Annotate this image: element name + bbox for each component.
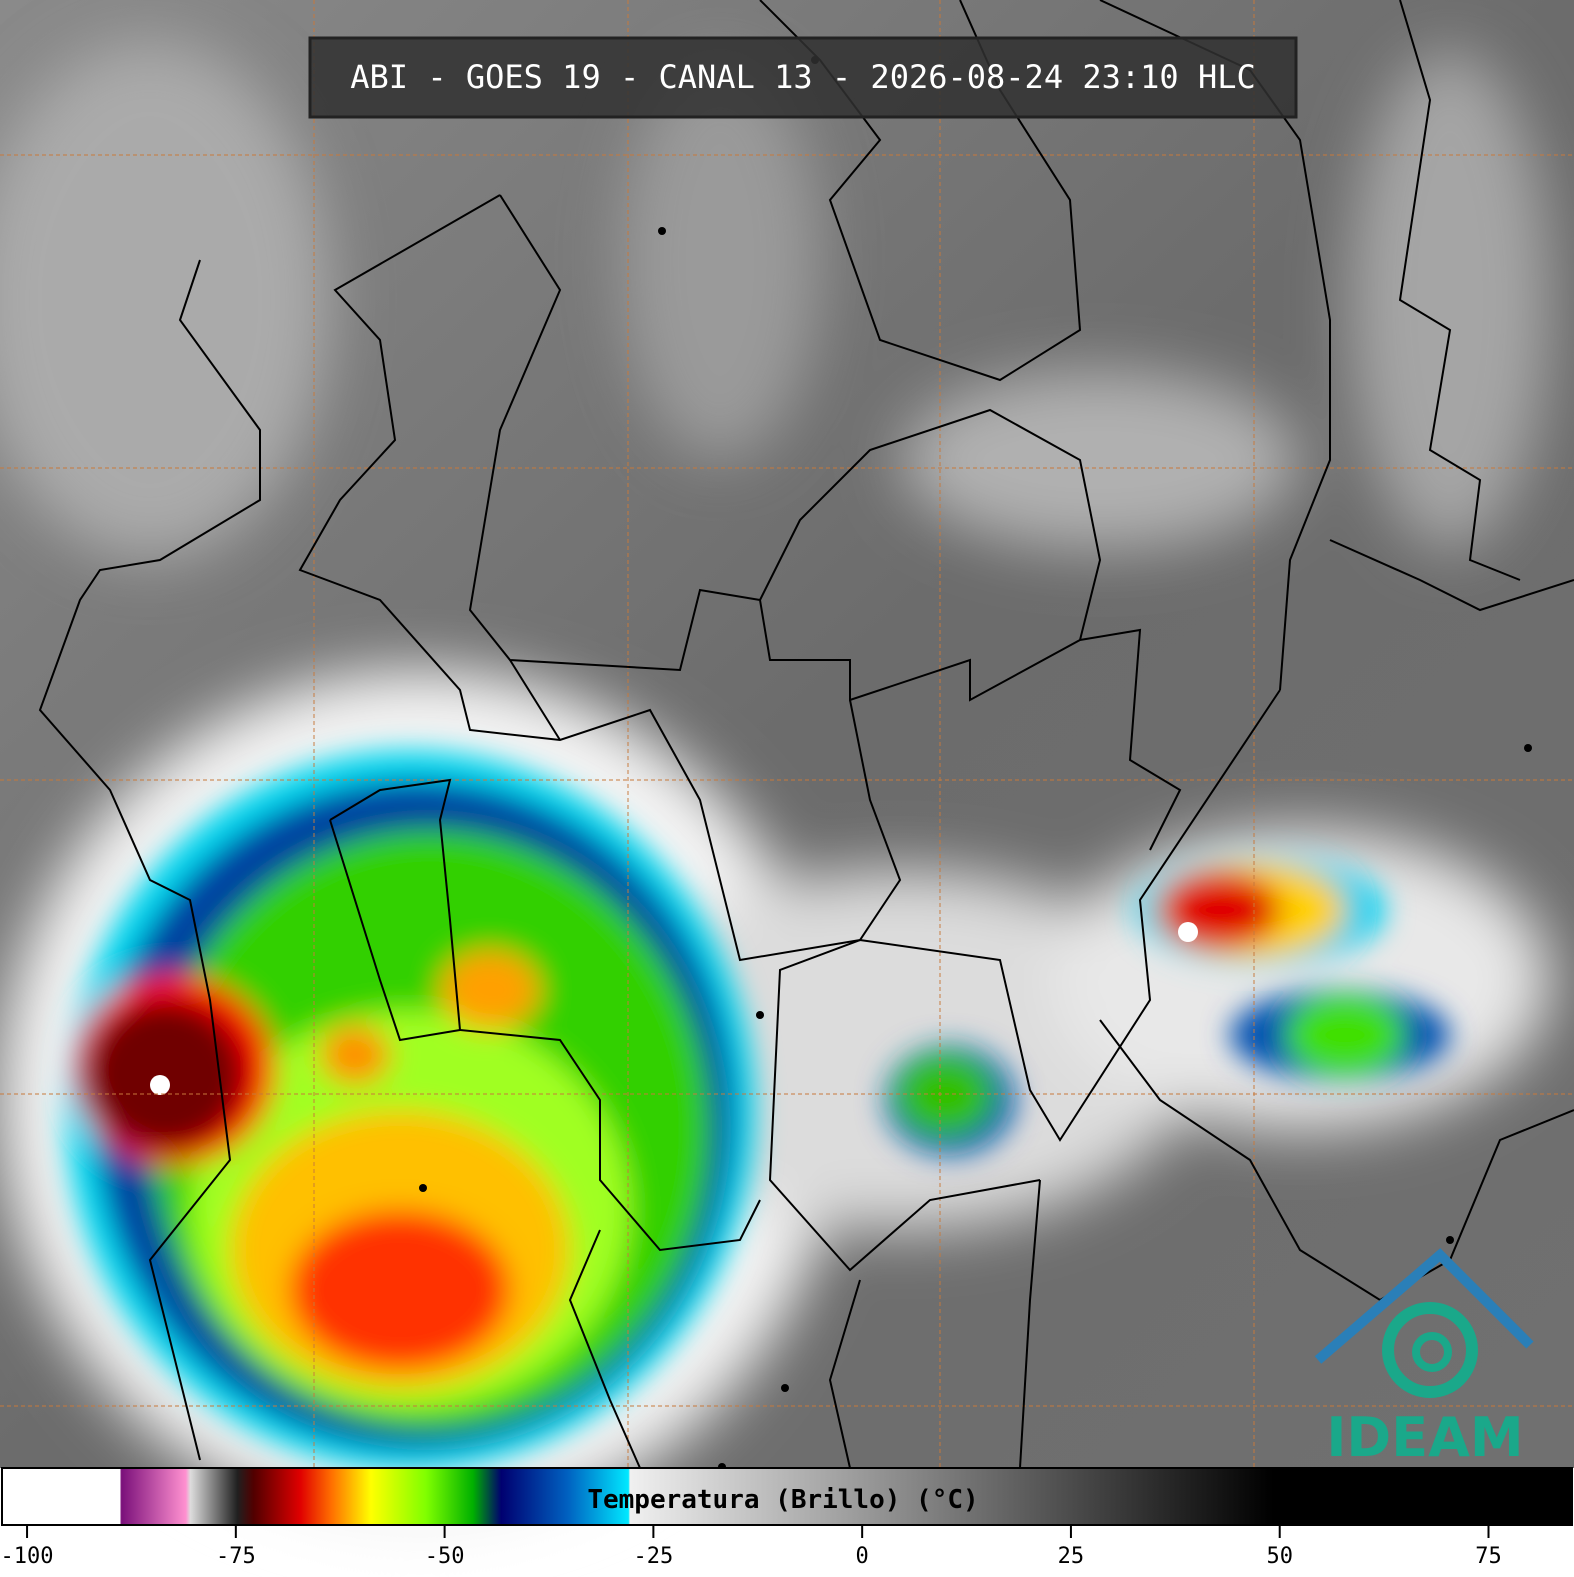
tick-label: 0: [856, 1544, 869, 1569]
colorbar: Temperatura (Brillo) (°C): [1, 1467, 1573, 1526]
tick-label: 75: [1475, 1544, 1502, 1569]
tick-label: 50: [1266, 1544, 1293, 1569]
map: IDEAM ABI - GOES 19 - CANAL 13 - 2026-08…: [0, 0, 1574, 1530]
tick-label: -75: [216, 1544, 256, 1569]
overshooting-top: [150, 1075, 170, 1095]
grid: [0, 0, 1574, 1468]
logo: IDEAM: [1314, 1248, 1534, 1469]
tick-label: 25: [1058, 1544, 1085, 1569]
title: ABI - GOES 19 - CANAL 13 - 2026-08-24 23…: [350, 58, 1255, 96]
tick-label: -25: [634, 1544, 674, 1569]
storm-cells: [65, 750, 1450, 1470]
colorbar-label: Temperatura (Brillo) (°C): [587, 1485, 978, 1515]
tick-label: -50: [425, 1544, 465, 1569]
title-box: [308, 36, 1298, 119]
overshooting-top: [1178, 922, 1198, 942]
tick-label: -100: [1, 1544, 54, 1569]
borders: [38, 0, 1574, 1469]
logo-text: IDEAM: [1326, 1406, 1523, 1469]
